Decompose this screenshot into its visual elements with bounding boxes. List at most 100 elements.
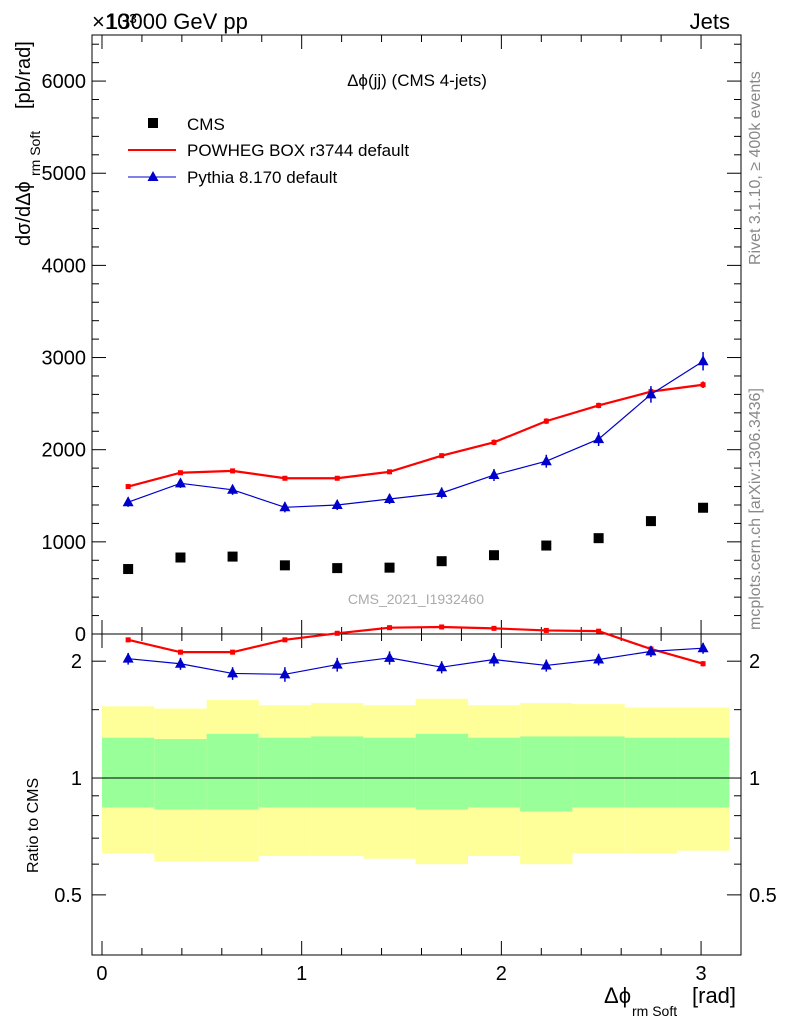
powheg-point (543, 418, 549, 424)
main-y-tick-label: 2000 (42, 440, 87, 462)
ratio-powheg-point (543, 627, 549, 633)
ratio-powheg-point (491, 625, 497, 631)
x-tick-label: 0 (96, 963, 107, 985)
cms-point (279, 560, 290, 571)
ratio-y-axis-label: Ratio to CMS (25, 778, 42, 873)
ratio-powheg-point (700, 661, 706, 667)
main-axes: 0 1000 2000 3000 4000 5000 6000 (42, 34, 742, 646)
cms-point (593, 533, 604, 544)
analysis-watermark: CMS_2021_I1932460 (348, 591, 484, 607)
ratio-pythia-point (645, 645, 657, 656)
legend-label-cms: CMS (187, 115, 225, 134)
main-y-tick-label: 1000 (42, 532, 87, 554)
legend-entry-pythia: Pythia 8.170 default (128, 168, 338, 187)
pythia-point (331, 498, 343, 509)
ratio-pythia-point (384, 651, 396, 662)
legend-label-pythia: Pythia 8.170 default (187, 168, 338, 187)
pythia-point (488, 469, 500, 480)
cms-point (436, 556, 447, 567)
y-label-main: dσ/dΔϕ (13, 181, 35, 246)
ratio-powheg-point (334, 630, 340, 636)
ratio-powheg-point (177, 649, 183, 655)
pythia-line (127, 360, 704, 508)
y-label-sub: rm Soft (27, 131, 43, 176)
cms-point (645, 516, 656, 527)
ratio-series (122, 624, 709, 682)
ratio-uncertainty-bands (101, 698, 730, 865)
pythia-point (174, 477, 186, 488)
ratio-pythia-point (697, 642, 709, 653)
ratio-frame (91, 633, 742, 956)
x-label-sub: rm Soft (632, 1003, 677, 1019)
x-tick-label: 2 (496, 963, 507, 985)
ratio-pythia-point (227, 667, 239, 678)
pythia-point (593, 433, 605, 444)
main-series (122, 352, 709, 575)
pythia-point (436, 487, 448, 498)
ratio-inner-band (624, 737, 678, 808)
powheg-point (282, 475, 288, 481)
ratio-inner-band (363, 737, 416, 808)
ratio-pythia-line (128, 647, 704, 675)
ratio-powheg-line (127, 625, 704, 665)
ratio-inner-band (258, 737, 312, 808)
powheg-point (387, 469, 393, 475)
energy-label: 13000 GeV pp (106, 9, 248, 34)
powheg-point (439, 453, 445, 459)
ratio-pythia-point (540, 659, 552, 670)
legend: CMS POWHEG BOX r3744 default Pythia 8.17… (128, 115, 409, 187)
mcplots-label: mcplots.cern.ch [arXiv:1306.3436] (747, 388, 764, 630)
powheg-point (491, 439, 497, 445)
chart-title: Δϕ(jj) (CMS 4-jets) (347, 71, 487, 90)
category-label: Jets (690, 9, 730, 34)
cms-point (384, 562, 395, 573)
main-y-tick-label: 6000 (42, 71, 87, 93)
ratio-pythia-point (331, 658, 343, 669)
main-y-tick-label: 4000 (42, 255, 87, 277)
ratio-y-tick-label: 1 (71, 768, 82, 790)
ratio-inner-band (415, 733, 469, 810)
ratio-powheg-point (125, 637, 131, 643)
ratio-powheg-point (230, 649, 236, 655)
cms-point (332, 563, 343, 574)
cms-point (488, 550, 499, 561)
powheg-line (127, 383, 704, 488)
ratio-inner-band (572, 736, 625, 808)
ratio-y-tick-label-right: 0.5 (749, 885, 777, 907)
pythia-point (540, 455, 552, 466)
ratio-powheg-point (387, 625, 393, 631)
pythia-point (645, 388, 657, 399)
cms-point (227, 551, 238, 562)
powheg-point (334, 475, 340, 481)
pythia-point (227, 483, 239, 494)
legend-entry-powheg: POWHEG BOX r3744 default (128, 141, 409, 160)
cms-point (175, 552, 186, 563)
powheg-point (177, 470, 183, 476)
ratio-powheg-point (282, 637, 288, 643)
powheg-point (125, 484, 131, 490)
ratio-axes: 0.5 0.5 1 1 2 2 0 1 2 3 (54, 633, 777, 985)
legend-marker-cms (148, 118, 158, 128)
ratio-inner-band (206, 733, 259, 810)
ratio-inner-band (311, 736, 364, 808)
legend-label-powheg: POWHEG BOX r3744 default (187, 141, 409, 160)
ratio-inner-band (520, 736, 573, 812)
powheg-point (596, 402, 602, 408)
legend-marker-pythia (147, 171, 159, 181)
exponent-label: ×10³ (92, 9, 137, 34)
main-y-tick-label: 0 (75, 624, 86, 646)
y-label-unit: [pb/rad] (13, 41, 35, 109)
powheg-point (700, 382, 706, 388)
main-y-tick-label: 3000 (42, 348, 87, 370)
cms-point (123, 564, 134, 575)
ratio-y-tick-label-right: 1 (749, 768, 760, 790)
ratio-pythia-point (122, 652, 134, 663)
ratio-y-tick-label: 2 (71, 651, 82, 673)
ratio-pythia-point (488, 653, 500, 664)
ratio-pythia-point (174, 657, 186, 668)
pythia-point (122, 496, 134, 507)
ratio-powheg-point (596, 628, 602, 634)
ratio-y-tick-label: 0.5 (54, 885, 82, 907)
